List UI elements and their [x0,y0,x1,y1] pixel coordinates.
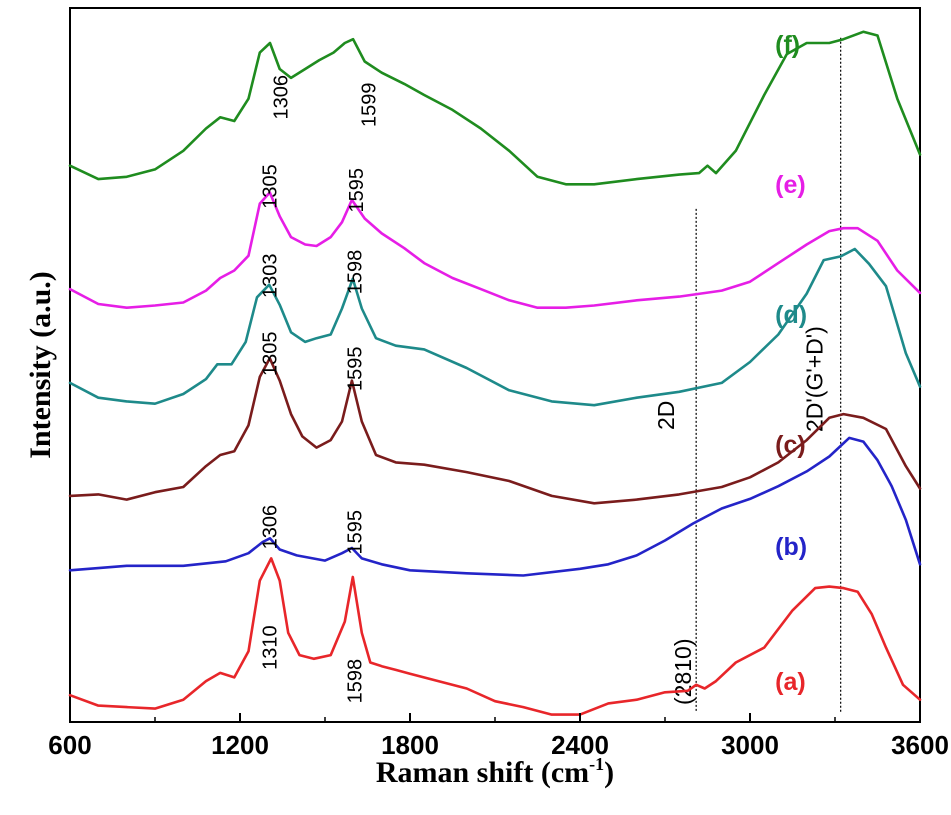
spectrum-line-b [68,436,922,577]
spectrum-line-a [68,557,922,716]
band-label-2d: 2D [653,401,679,430]
x-tick-label: 3000 [721,730,779,760]
x-tick-label: 3600 [891,730,949,760]
y-axis-title: Intensity (a.u.) [24,271,57,459]
plot-frame [69,7,921,723]
peak-label: 1303 [259,254,281,299]
x-tick-label: 600 [48,730,91,760]
x-tick-label: 1200 [211,730,269,760]
curve-label-d: (d) [775,301,807,329]
x-axis-title-superscript: -1 [589,754,604,774]
peak-label: 1599 [359,82,381,127]
x-tick-label: 1800 [381,730,439,760]
curve-labels: (a) (b) (c) (d) (e) (f) [775,31,807,696]
curve-label-f: (f) [775,31,800,59]
band-label-2d-prime: 2D'(G'+D') [802,326,828,432]
curve-label-a: (a) [775,668,806,696]
spectra-series [68,30,922,716]
peak-labels: 1310 1598 1306 1595 1305 1595 1303 1598 1305 1595… [259,75,380,703]
plot-border [69,7,921,723]
band-label-2810: (2810) [670,639,696,705]
x-axis-ticks: 600 1200 1800 2400 3000 3600 [48,713,949,760]
spectrum-line-f [68,30,922,186]
spectrum-line-d [68,247,922,407]
peak-label: 1305 [259,332,281,377]
peak-label: 1595 [346,168,368,213]
x-axis-title-main: Raman shift (cm [376,756,589,789]
peak-label: 1305 [259,164,281,209]
peak-label: 1306 [271,75,293,120]
curve-label-c: (c) [775,431,806,459]
x-axis-title: Raman shift (cm-1) [376,754,614,789]
peak-label: 1598 [344,250,366,295]
curve-label-b: (b) [775,533,807,561]
band-lines: 2D (2810) 2D'(G'+D') [653,37,842,712]
peak-label: 1306 [259,505,281,550]
x-axis-title-close: ) [604,756,614,789]
peak-label: 1310 [259,625,281,670]
peak-label: 1595 [344,510,366,555]
peak-label: 1595 [344,346,366,391]
x-tick-label: 2400 [551,730,609,760]
peak-label: 1598 [344,659,366,704]
spectrum-line-e [68,191,922,309]
spectrum-line-c [68,357,922,505]
curve-label-e: (e) [775,171,806,199]
